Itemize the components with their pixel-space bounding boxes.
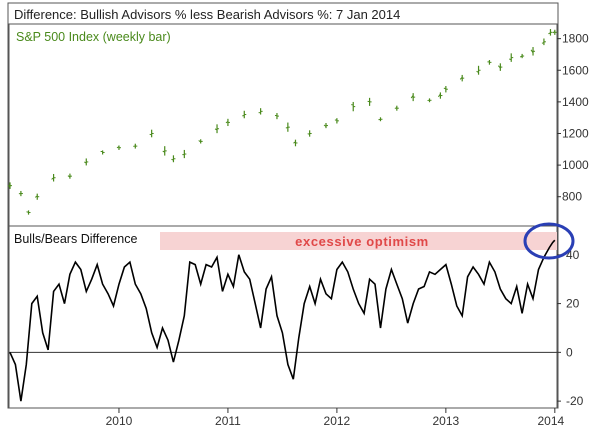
x-tick-label: 2014 [537, 414, 564, 428]
diff-y-tick-label: 20 [566, 297, 580, 311]
diff-y-tick-label: 0 [566, 345, 573, 359]
price-y-tick-label: 1800 [562, 32, 589, 46]
price-bar-open [286, 127, 288, 128]
diff-y-tick-label: -20 [566, 394, 584, 408]
price-y-tick-label: 800 [562, 190, 582, 204]
price-y-tick-label: 1000 [562, 158, 589, 172]
x-tick-label: 2012 [324, 414, 351, 428]
price-y-tick-label: 1600 [562, 63, 589, 77]
chart-title: Difference: Bullish Advisors % less Bear… [14, 7, 400, 22]
x-tick-label: 2011 [215, 414, 241, 428]
price-bar-open [171, 159, 173, 160]
price-panel-title: S&P 500 Index (weekly bar) [16, 30, 171, 44]
chart-frame [8, 3, 558, 408]
x-tick-label: 2010 [106, 414, 133, 428]
price-bar-open [308, 134, 310, 135]
x-tick-label: 2013 [433, 414, 460, 428]
price-bar-open [27, 212, 29, 213]
x-axis: 2010 2011 2012 2013 2014 [106, 408, 565, 428]
price-bar-open [395, 108, 397, 109]
price-bar-open [542, 43, 544, 44]
price-y-tick-label: 1400 [562, 95, 589, 109]
price-y-axis: 800 1000 1200 1400 1600 1800 [557, 32, 589, 204]
diff-panel-title: Bulls/Bears Difference [14, 232, 137, 246]
price-y-tick-label: 1200 [562, 126, 589, 140]
price-bar-open [509, 59, 511, 60]
excessive-optimism-label: excessive optimism [295, 234, 429, 249]
